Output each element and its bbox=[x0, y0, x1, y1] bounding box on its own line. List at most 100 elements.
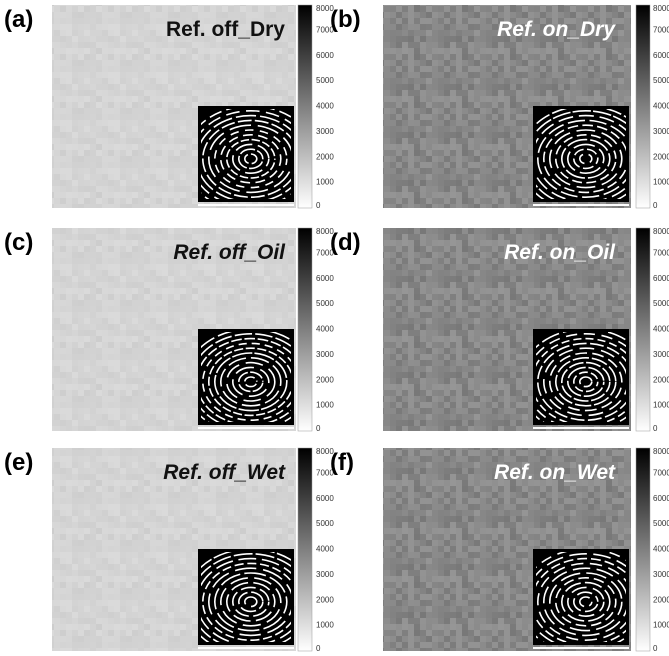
panel: (b) Ref. on_Dry 0 1000 2000 3000 4000 5000 6000 7… bbox=[330, 4, 669, 210]
colorbar-tick-label: 3000 bbox=[653, 570, 669, 579]
inset-ridge bbox=[572, 591, 599, 613]
colorbar-tick-label: 1000 bbox=[316, 178, 334, 187]
inset-ridge bbox=[548, 129, 623, 189]
colorbar-tick-label: 8000 bbox=[653, 447, 669, 456]
inset-ridge bbox=[537, 119, 626, 198]
panel: (f) Ref. on_Wet 0 1000 2000 3000 4000 5000 6000 7… bbox=[330, 447, 669, 653]
inset-ridge bbox=[201, 553, 291, 642]
inset-ridge bbox=[232, 143, 270, 175]
inset-ridge bbox=[214, 352, 288, 412]
colorbar-tick-label: 0 bbox=[653, 644, 658, 653]
inset-ridge bbox=[202, 119, 291, 198]
colorbar bbox=[297, 227, 313, 432]
inset-ridge bbox=[543, 567, 626, 637]
colorbar-tick-label: 5000 bbox=[316, 519, 334, 528]
colorbar-tick-label: 1000 bbox=[653, 621, 669, 630]
panel-title: Ref. off_Oil bbox=[173, 241, 286, 264]
inset-ridge bbox=[560, 361, 611, 402]
inset-ridge bbox=[244, 376, 258, 388]
inset-ridge bbox=[226, 361, 276, 402]
colorbar-tick-label: 3000 bbox=[316, 127, 334, 136]
colorbar-tick-label: 7000 bbox=[316, 248, 334, 257]
inset-ridge bbox=[220, 356, 282, 407]
inset-ridge bbox=[554, 134, 617, 184]
colorbar bbox=[297, 4, 313, 209]
colorbar-tick-label: 7000 bbox=[316, 468, 334, 477]
inset-ridge bbox=[220, 576, 282, 627]
colorbar-tick-label: 0 bbox=[653, 201, 658, 210]
inset-ridge bbox=[232, 586, 270, 617]
inset-ridge bbox=[536, 333, 626, 422]
inset-ridge bbox=[548, 572, 623, 632]
panel-title: Ref. on_Wet bbox=[494, 461, 616, 484]
inset-ridge bbox=[214, 129, 288, 189]
colorbar-tick-label: 0 bbox=[653, 424, 658, 433]
inset-ridge bbox=[560, 581, 611, 622]
inset-ridge bbox=[226, 581, 276, 622]
inset-ridge bbox=[543, 124, 626, 194]
panel: (e) Ref. off_Wet 0 1000 2000 3000 4000 5000 6000… bbox=[4, 447, 334, 653]
colorbar bbox=[635, 447, 651, 652]
inset-ridge bbox=[572, 371, 599, 393]
colorbar-tick-label: 8000 bbox=[316, 227, 334, 236]
inset-ridge bbox=[201, 337, 291, 422]
inset-ridge bbox=[537, 562, 626, 641]
colorbar-tick-label: 1000 bbox=[653, 401, 669, 410]
inset-ridge bbox=[220, 134, 282, 184]
colorbar-tick-label: 8000 bbox=[653, 4, 669, 13]
panel: (d) Ref. on_Oil 0 1000 2000 3000 4000 5000 6000 7… bbox=[330, 227, 669, 433]
inset-ridge bbox=[201, 114, 291, 199]
colorbar-tick-label: 5000 bbox=[316, 76, 334, 85]
colorbar-tick-label: 2000 bbox=[653, 595, 669, 604]
colorbar-tick-label: 6000 bbox=[316, 494, 334, 503]
inset-ridge bbox=[572, 148, 599, 170]
colorbar-tick-label: 7000 bbox=[653, 468, 669, 477]
inset-ridge bbox=[214, 572, 288, 632]
panel-title: Ref. on_Dry bbox=[497, 18, 616, 41]
colorbar-tick-label: 8000 bbox=[316, 4, 334, 13]
inset-ridge bbox=[554, 576, 617, 627]
colorbar-tick-label: 6000 bbox=[316, 51, 334, 60]
colorbar-tick-label: 5000 bbox=[316, 299, 334, 308]
inset-ridge bbox=[201, 110, 291, 199]
colorbar bbox=[635, 4, 651, 209]
inset-ridge bbox=[244, 596, 258, 608]
inset-ridge bbox=[536, 114, 626, 199]
colorbar-tick-label: 4000 bbox=[316, 325, 334, 334]
colorbar-tick-label: 2000 bbox=[653, 375, 669, 384]
panel-label: (d) bbox=[330, 229, 361, 256]
inset-ridge bbox=[208, 567, 291, 637]
panel-label: (c) bbox=[4, 229, 33, 256]
inset-ridge bbox=[238, 148, 264, 170]
colorbar-tick-label: 4000 bbox=[316, 102, 334, 111]
colorbar-tick-label: 2000 bbox=[316, 375, 334, 384]
colorbar-tick-label: 1000 bbox=[316, 621, 334, 630]
inset-ridge bbox=[208, 347, 291, 417]
colorbar-tick-label: 2000 bbox=[653, 152, 669, 161]
inset-ridge bbox=[208, 124, 291, 194]
colorbar-tick-label: 3000 bbox=[316, 350, 334, 359]
colorbar-tick-label: 8000 bbox=[316, 447, 334, 456]
panel-label: (a) bbox=[4, 6, 33, 33]
colorbar-tick-label: 1000 bbox=[316, 401, 334, 410]
inset-ridge bbox=[578, 596, 593, 608]
inset-ridge bbox=[238, 371, 264, 393]
colorbar-tick-label: 5000 bbox=[653, 76, 669, 85]
inset-ridge bbox=[202, 342, 291, 421]
inset-ridge bbox=[554, 356, 617, 407]
colorbar-tick-label: 3000 bbox=[653, 127, 669, 136]
panel-label: (b) bbox=[330, 6, 361, 33]
panel-title: Ref. on_Oil bbox=[504, 241, 616, 264]
colorbar-tick-label: 1000 bbox=[653, 178, 669, 187]
colorbar-tick-label: 6000 bbox=[653, 494, 669, 503]
inset-ridge bbox=[560, 138, 611, 179]
inset-ridge bbox=[201, 557, 291, 642]
colorbar-tick-label: 6000 bbox=[653, 51, 669, 60]
inset-ridge bbox=[566, 143, 605, 175]
inset-ridge bbox=[548, 352, 623, 412]
inset-ridge bbox=[566, 586, 605, 617]
colorbar-tick-label: 0 bbox=[316, 201, 321, 210]
inset-ridge bbox=[543, 347, 626, 417]
colorbar-tick-label: 5000 bbox=[653, 519, 669, 528]
